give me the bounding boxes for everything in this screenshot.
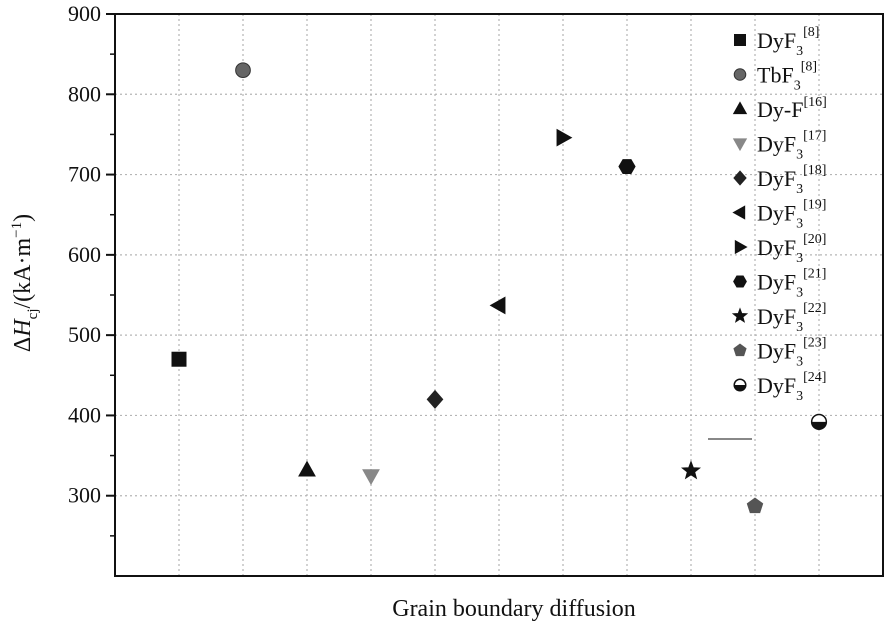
y-tick-label: 700	[68, 162, 101, 187]
data-point-4	[362, 469, 380, 486]
data-points	[171, 62, 828, 514]
y-tick-label: 400	[68, 402, 101, 427]
legend-label: Dy-F[16]	[757, 95, 827, 122]
legend-item-6: DyF3[19]	[732, 198, 826, 232]
legend-item-7: DyF3[20]	[734, 232, 826, 266]
data-point-1	[171, 351, 187, 367]
legend-marker	[733, 378, 747, 392]
y-axis-title: ΔHcj/(kA·m−1)	[9, 214, 41, 352]
y-tick-label: 300	[68, 483, 101, 508]
legend-marker	[731, 307, 749, 323]
data-point-3	[298, 460, 316, 477]
y-tick-label: 900	[68, 1, 101, 26]
legend-item-5: DyF3[18]	[733, 163, 826, 197]
data-point-2	[235, 62, 251, 79]
legend-label: DyF3[23]	[757, 336, 826, 370]
legend-marker	[732, 205, 746, 220]
legend-label: TbF3[8]	[757, 60, 817, 94]
legend-marker	[733, 275, 747, 288]
legend-label: DyF3[20]	[757, 232, 826, 266]
legend-item-3: Dy-F[16]	[732, 95, 827, 122]
legend-label: DyF3[18]	[757, 163, 826, 197]
legend-marker	[732, 138, 748, 152]
legend-item-1: DyF3[8]	[734, 25, 819, 59]
legend-marker	[734, 239, 748, 255]
legend-marker	[733, 170, 747, 186]
y-tick-label: 500	[68, 322, 101, 347]
legend-item-2: TbF3[8]	[733, 60, 817, 94]
data-point-6	[489, 296, 506, 315]
legend-label: DyF3[19]	[757, 198, 826, 232]
legend-label: DyF3[17]	[757, 129, 826, 163]
legend-marker	[734, 34, 746, 46]
legend-label: DyF3[21]	[757, 267, 826, 301]
legend-item-11: DyF3[24]	[733, 370, 826, 404]
legend-label: DyF3[22]	[757, 301, 826, 335]
data-point-10	[746, 497, 764, 514]
legend-item-10: DyF3[23]	[733, 336, 826, 370]
y-axis: 300 400 500 600 700 800 900	[68, 1, 115, 537]
legend-item-9: DyF3[22]	[731, 301, 826, 335]
legend-item-8: DyF3[21]	[733, 267, 826, 301]
legend-marker	[733, 68, 747, 81]
legend-label: DyF3[8]	[757, 25, 819, 59]
data-point-5	[426, 389, 444, 409]
data-point-9	[681, 460, 701, 480]
data-point-7	[556, 128, 573, 147]
legend-item-4: DyF3[17]	[732, 129, 826, 163]
legend-marker	[732, 101, 748, 115]
legend-marker	[733, 343, 747, 357]
data-point-8	[618, 159, 636, 175]
data-point-11	[810, 413, 828, 430]
y-tick-label: 800	[68, 81, 101, 106]
legend: DyF3[8]TbF3[8]Dy-F[16]DyF3[17]DyF3[18]Dy…	[708, 25, 827, 440]
grid-lines	[115, 14, 883, 576]
x-axis-title: Grain boundary diffusion	[392, 596, 636, 622]
legend-label: DyF3[24]	[757, 370, 826, 404]
y-tick-label: 600	[68, 242, 101, 267]
